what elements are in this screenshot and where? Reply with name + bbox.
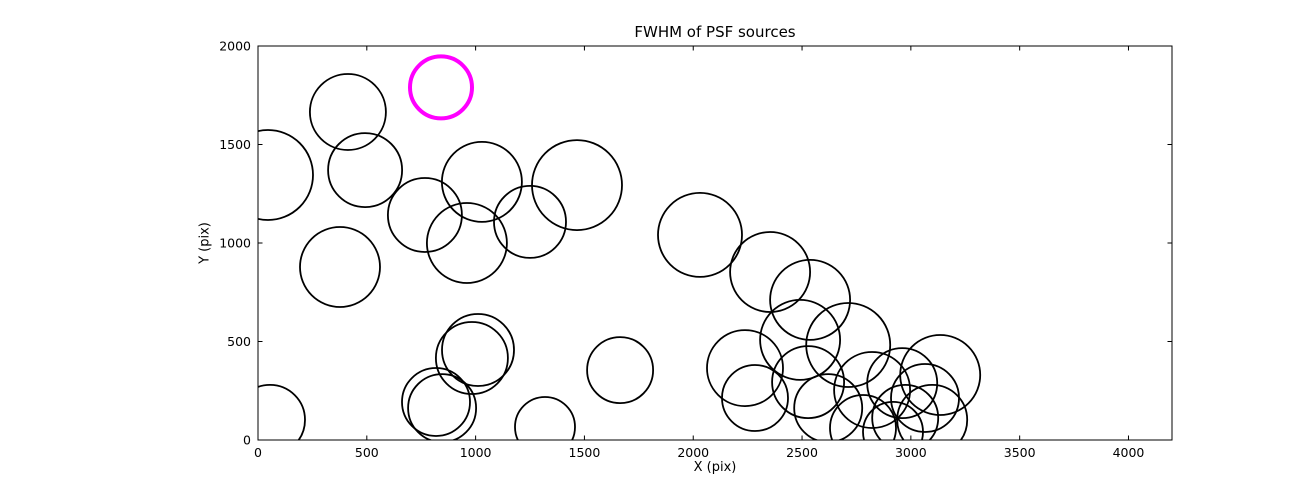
psf-source-circle (793, 373, 864, 440)
psf-source-circle (771, 345, 845, 420)
psf-source-circle (440, 140, 523, 223)
x-tick-label: 3000 (895, 445, 927, 460)
psf-source-circle (386, 177, 463, 253)
x-tick-label: 1000 (460, 445, 492, 460)
psf-source-circle (871, 384, 940, 440)
psf-source-circle (258, 384, 306, 440)
psf-source-circle (586, 336, 654, 405)
psf-source-circle (890, 363, 960, 433)
psf-markers-layer (258, 54, 982, 440)
x-tick-label: 2500 (786, 445, 818, 460)
psf-source-circle (441, 313, 515, 387)
psf-source-circle (407, 373, 477, 440)
psf-source-circle (434, 321, 509, 395)
x-tick-label: 1500 (569, 445, 601, 460)
x-tick-label: 4000 (1113, 445, 1145, 460)
psf-source-circle (327, 132, 404, 209)
y-tick-label: 500 (227, 334, 251, 349)
x-tick-label: 3500 (1004, 445, 1036, 460)
psf-source-circle (729, 231, 811, 313)
x-tick-label: 0 (254, 445, 262, 460)
psf-source-circle (896, 384, 969, 440)
psf-source-circle (721, 364, 789, 432)
y-tick-label: 2000 (219, 39, 251, 54)
psf-source-circle (401, 367, 471, 437)
psf-source-circle (493, 184, 567, 259)
psf-source-circle (805, 302, 892, 388)
x-tick-label: 500 (355, 445, 379, 460)
psf-source-circle (299, 226, 381, 308)
highlighted-psf-circle (408, 54, 474, 121)
psf-source-circle (425, 202, 508, 284)
y-tick-label: 0 (243, 433, 251, 448)
psf-source-circle (833, 351, 911, 429)
y-tick-label: 1500 (219, 137, 251, 152)
psf-source-circle (258, 129, 314, 221)
psf-source-circle (657, 191, 743, 278)
x-axis-label: X (pix) (693, 460, 737, 475)
psf-source-circle (706, 329, 784, 408)
psf-source-circle (531, 139, 623, 232)
psf-source-circle (829, 394, 897, 440)
psf-source-circle (514, 396, 576, 440)
chart-title: FWHM of PSF sources (634, 23, 796, 41)
x-tick-label: 2000 (677, 445, 709, 460)
psf-source-circle (308, 73, 387, 151)
psf-source-circle (899, 334, 982, 416)
axes-frame (257, 45, 1173, 441)
psf-source-circle (769, 258, 851, 341)
psf-source-circle (866, 347, 939, 420)
y-tick-label: 1000 (219, 236, 251, 251)
psf-source-circle (759, 298, 841, 381)
